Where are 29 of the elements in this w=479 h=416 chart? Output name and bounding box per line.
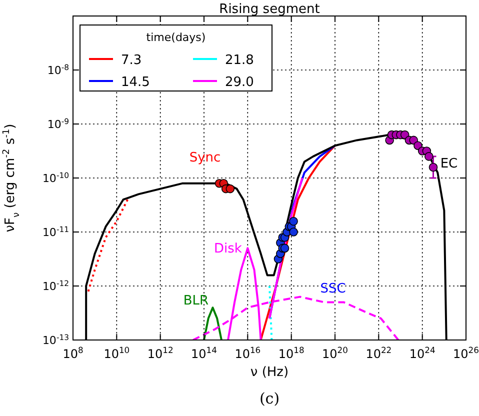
x-tick-label: 10$^{20}$ xyxy=(322,345,348,361)
x-tick-label: 10$^{26}$ xyxy=(453,345,479,361)
legend-label: 14.5 xyxy=(121,75,150,90)
legend-label: 7.3 xyxy=(121,53,142,68)
y-tick-label: 10$^{-10}$ xyxy=(42,170,70,185)
annotation: EC xyxy=(440,156,458,172)
y-tick-label: 10$^{-9}$ xyxy=(47,116,70,131)
y-tick-label: 10$^{-12}$ xyxy=(42,278,70,293)
legend-label: 21.8 xyxy=(225,53,254,68)
x-tick-label: 10$^{8}$ xyxy=(62,345,84,361)
y-tick-label: 10$^{-8}$ xyxy=(47,62,70,77)
y-tick-label: 10$^{-13}$ xyxy=(42,332,70,347)
y-tick-label: 10$^{-11}$ xyxy=(42,224,70,239)
annotation: Sync xyxy=(189,150,221,166)
legend-title: time(days) xyxy=(146,31,206,44)
x-tick-label: 10$^{16}$ xyxy=(234,345,261,361)
text: (c) xyxy=(259,389,280,408)
x-tick-label: 10$^{24}$ xyxy=(409,345,436,361)
annotation: Disk xyxy=(214,242,242,257)
chart-title: Rising segment xyxy=(219,2,320,17)
x-tick-label: 10$^{12}$ xyxy=(147,345,174,361)
x-axis-title: ν (Hz) xyxy=(250,365,289,380)
x-tick-label: 10$^{10}$ xyxy=(104,345,130,361)
annotation: BLR xyxy=(183,294,209,309)
annotation: SSC xyxy=(320,282,346,297)
x-tick-label: 10$^{22}$ xyxy=(366,345,392,361)
x-tick-label: 10$^{14}$ xyxy=(191,345,217,361)
legend-label: 29.0 xyxy=(225,75,254,90)
x-tick-label: 10$^{18}$ xyxy=(278,345,304,361)
